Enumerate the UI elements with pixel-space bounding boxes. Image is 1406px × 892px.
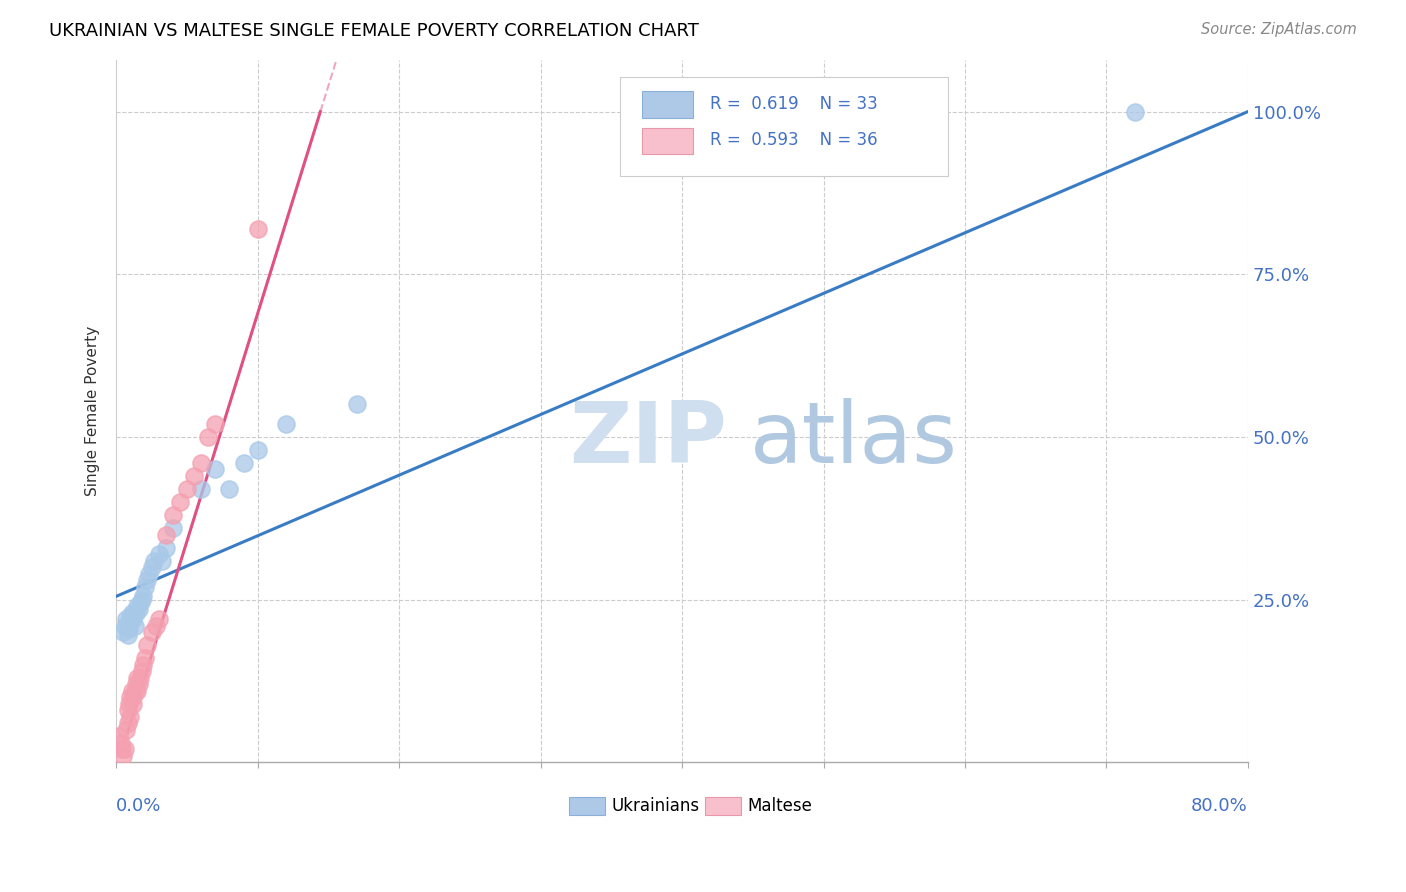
Point <box>190 482 212 496</box>
Text: 0.0%: 0.0% <box>117 797 162 815</box>
Point <box>128 677 150 691</box>
Point <box>148 612 170 626</box>
Point <box>136 638 159 652</box>
Text: UKRAINIAN VS MALTESE SINGLE FEMALE POVERTY CORRELATION CHART: UKRAINIAN VS MALTESE SINGLE FEMALE POVER… <box>49 22 699 40</box>
Bar <box>643 91 693 118</box>
Point <box>122 697 145 711</box>
Point <box>274 417 297 431</box>
Point <box>122 690 145 705</box>
Point <box>127 599 149 613</box>
Text: R =  0.619    N = 33: R = 0.619 N = 33 <box>710 95 879 113</box>
Text: R =  0.593    N = 36: R = 0.593 N = 36 <box>710 131 877 149</box>
Point <box>1123 104 1146 119</box>
Point <box>125 606 148 620</box>
Point <box>115 723 138 737</box>
Point <box>120 615 142 630</box>
Point <box>129 671 152 685</box>
Point <box>190 456 212 470</box>
Point <box>143 553 166 567</box>
Point <box>141 625 163 640</box>
Point <box>120 608 142 623</box>
Point <box>124 683 146 698</box>
Text: ZIP: ZIP <box>569 398 727 481</box>
Point <box>145 618 167 632</box>
Point <box>110 736 132 750</box>
Point <box>218 482 240 496</box>
Point <box>155 541 177 555</box>
Point <box>127 671 149 685</box>
Point <box>115 612 138 626</box>
Text: 80.0%: 80.0% <box>1191 797 1249 815</box>
Point <box>141 560 163 574</box>
Text: atlas: atlas <box>749 398 957 481</box>
Point <box>183 469 205 483</box>
Point <box>246 442 269 457</box>
Point <box>114 618 136 632</box>
Point <box>197 430 219 444</box>
Y-axis label: Single Female Poverty: Single Female Poverty <box>86 326 100 496</box>
Point <box>112 625 135 640</box>
Point <box>118 622 141 636</box>
Point <box>132 590 155 604</box>
Point <box>117 703 139 717</box>
Point <box>162 521 184 535</box>
Point <box>108 729 131 743</box>
Point <box>132 657 155 672</box>
Point <box>204 417 226 431</box>
Point <box>131 592 153 607</box>
Point <box>120 690 142 705</box>
Point <box>121 606 143 620</box>
FancyBboxPatch shape <box>620 78 948 176</box>
Point <box>169 495 191 509</box>
Point <box>128 602 150 616</box>
Point <box>112 748 135 763</box>
Point <box>176 482 198 496</box>
Point <box>204 462 226 476</box>
Point <box>127 683 149 698</box>
Point <box>346 397 368 411</box>
Bar <box>643 128 693 154</box>
Point <box>150 553 173 567</box>
Point <box>134 651 156 665</box>
Point <box>246 221 269 235</box>
Point <box>138 566 160 581</box>
Point <box>121 683 143 698</box>
Point <box>155 527 177 541</box>
Point <box>162 508 184 522</box>
Point <box>111 742 134 756</box>
Point <box>124 618 146 632</box>
Point <box>114 742 136 756</box>
Point <box>125 677 148 691</box>
Point <box>232 456 254 470</box>
Text: Ukrainians: Ukrainians <box>612 797 700 814</box>
Bar <box>704 797 741 815</box>
Point <box>117 628 139 642</box>
Point <box>136 573 159 587</box>
Point <box>118 697 141 711</box>
Point <box>117 716 139 731</box>
Point <box>134 580 156 594</box>
Text: Maltese: Maltese <box>748 797 813 814</box>
Point <box>148 547 170 561</box>
Point <box>120 709 142 723</box>
Point <box>131 664 153 678</box>
Text: Source: ZipAtlas.com: Source: ZipAtlas.com <box>1201 22 1357 37</box>
Bar <box>569 797 605 815</box>
Point <box>122 612 145 626</box>
Point <box>129 596 152 610</box>
